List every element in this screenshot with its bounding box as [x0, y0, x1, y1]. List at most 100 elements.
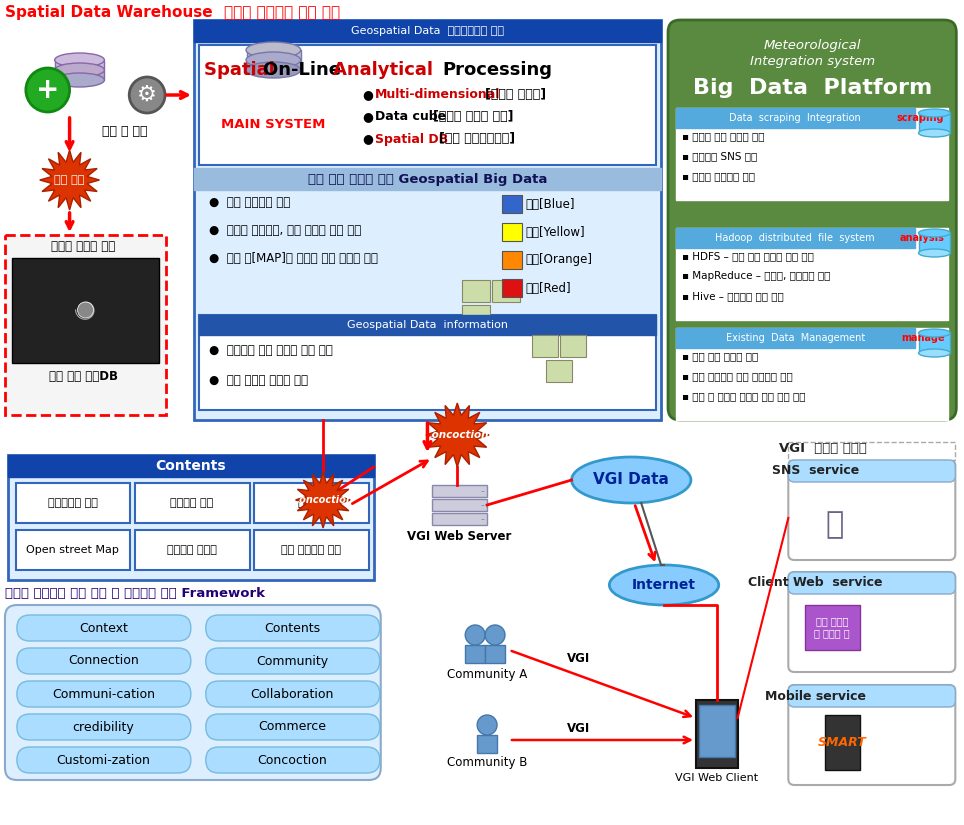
Ellipse shape [246, 42, 301, 58]
Text: Geospatial Data  information: Geospatial Data information [347, 320, 508, 330]
Text: Community A: Community A [447, 668, 527, 681]
Text: 공간정보 데이터: 공간정보 데이터 [167, 545, 217, 555]
Text: Data  scraping  Integration: Data scraping Integration [730, 113, 861, 123]
Text: 준비[Yellow]: 준비[Yellow] [526, 225, 585, 238]
FancyBboxPatch shape [17, 681, 191, 707]
Text: 참여형 공간정보 재난 대응 웹 서비스를 위한 Framework: 참여형 공간정보 재난 대응 웹 서비스를 위한 Framework [5, 587, 265, 600]
Bar [919, 233, 951, 253]
Text: Community B: Community B [447, 756, 527, 769]
Bar [8, 455, 374, 580]
Text: Processing: Processing [442, 61, 552, 79]
Text: ▪ HDFS – 분산 공간 데이터 저장 확장: ▪ HDFS – 분산 공간 데이터 저장 확장 [682, 251, 814, 261]
Circle shape [26, 68, 69, 112]
Bar [560, 335, 585, 357]
FancyBboxPatch shape [17, 615, 191, 641]
Text: 경계[Orange]: 경계[Orange] [526, 253, 593, 266]
Text: 심각[Red]: 심각[Red] [526, 281, 572, 295]
Text: Client Web  service: Client Web service [748, 577, 882, 590]
Ellipse shape [609, 565, 719, 605]
FancyBboxPatch shape [205, 615, 380, 641]
Bar [55, 70, 104, 80]
Text: Connection: Connection [68, 654, 139, 667]
Text: [다차원 데이터 큐브]: [다차원 데이터 큐브] [433, 111, 514, 124]
Bar [825, 715, 860, 770]
Bar [676, 328, 949, 420]
Text: SMART: SMART [817, 736, 867, 748]
Text: VGI Data: VGI Data [593, 473, 669, 488]
Polygon shape [40, 150, 99, 210]
Bar [502, 223, 522, 241]
Text: Concoction: Concoction [293, 495, 354, 505]
Bar [15, 530, 130, 570]
Text: Community: Community [256, 654, 329, 667]
Text: Spatial Data Warehouse: Spatial Data Warehouse [5, 5, 213, 20]
Text: VGI Web Server: VGI Web Server [407, 530, 512, 543]
Text: Collaboration: Collaboration [251, 687, 334, 700]
Bar [502, 279, 522, 297]
Bar [502, 251, 522, 269]
Text: On-Line: On-Line [263, 61, 348, 79]
Text: -: - [480, 500, 484, 510]
Text: ●  기존 데이터와 비교: ● 기존 데이터와 비교 [209, 196, 290, 209]
Bar [485, 645, 505, 663]
Circle shape [129, 77, 165, 113]
Ellipse shape [919, 349, 951, 357]
Text: Data cube: Data cube [375, 111, 446, 124]
Bar [135, 530, 250, 570]
Text: Internet: Internet [632, 578, 696, 592]
Bar [199, 45, 656, 165]
Bar [676, 228, 915, 248]
Bar [676, 328, 915, 348]
Text: ▪ 기상청 개방 데이터 정보: ▪ 기상청 개방 데이터 정보 [682, 131, 764, 141]
Bar [546, 360, 572, 382]
FancyBboxPatch shape [789, 685, 955, 707]
Text: 워드 프레스
및 반응형 웹: 워드 프레스 및 반응형 웹 [815, 616, 850, 638]
Text: Contents: Contents [155, 459, 227, 473]
Text: Spatial: Spatial [203, 61, 281, 79]
Ellipse shape [919, 329, 951, 337]
Text: ●  수치 맵[MAP]을 이용한 현재 강수량 정보: ● 수치 맵[MAP]을 이용한 현재 강수량 정보 [209, 252, 378, 265]
Text: ▪ 홍수 및 지역별 침수와 재난 정보 예측: ▪ 홍수 및 지역별 침수와 재난 정보 예측 [682, 391, 806, 401]
FancyBboxPatch shape [789, 460, 955, 482]
Text: VGI: VGI [567, 722, 590, 734]
FancyBboxPatch shape [205, 714, 380, 740]
FancyBboxPatch shape [17, 747, 191, 773]
Text: Analytical: Analytical [333, 61, 440, 79]
Bar [532, 335, 558, 357]
Ellipse shape [55, 53, 104, 67]
Text: ▪ 위치기반 SNS 정보: ▪ 위치기반 SNS 정보 [682, 151, 757, 161]
FancyBboxPatch shape [789, 572, 955, 594]
FancyBboxPatch shape [789, 572, 955, 672]
Bar [247, 60, 301, 70]
Text: Hadoop  distributed  file  system: Hadoop distributed file system [715, 233, 875, 243]
Text: ▪ MapReduce – 필터링, 공간분석 확장: ▪ MapReduce – 필터링, 공간분석 확장 [682, 271, 830, 281]
Circle shape [477, 715, 497, 735]
Bar [919, 113, 951, 133]
Circle shape [485, 625, 505, 645]
Bar [789, 442, 955, 460]
Ellipse shape [919, 109, 951, 117]
Text: ▪ 현재 강수량과 기존 데이터의 비교: ▪ 현재 강수량과 기존 데이터의 비교 [682, 371, 792, 381]
Text: Context: Context [79, 621, 128, 634]
Text: credibility: credibility [72, 720, 134, 733]
Text: Concoction: Concoction [257, 753, 327, 766]
Text: ▪ 기존 기상 데이터 보존: ▪ 기존 기상 데이터 보존 [682, 351, 759, 361]
Bar [135, 483, 250, 523]
Text: 재난 정보 통합DB: 재난 정보 통합DB [49, 370, 118, 383]
FancyBboxPatch shape [17, 648, 191, 674]
Bar [696, 700, 737, 768]
Bar [676, 108, 915, 128]
Text: ⚙: ⚙ [137, 85, 157, 105]
FancyBboxPatch shape [668, 20, 956, 420]
FancyBboxPatch shape [789, 460, 955, 560]
Bar [194, 20, 661, 420]
Bar [676, 228, 949, 320]
FancyBboxPatch shape [205, 648, 380, 674]
Text: ●: ● [362, 111, 378, 124]
Text: 변환 및 추출: 변환 및 추출 [101, 125, 147, 138]
FancyBboxPatch shape [205, 681, 380, 707]
Bar [199, 315, 656, 410]
Bar [194, 168, 661, 190]
Ellipse shape [55, 63, 104, 77]
Text: Communi-cation: Communi-cation [52, 687, 155, 700]
